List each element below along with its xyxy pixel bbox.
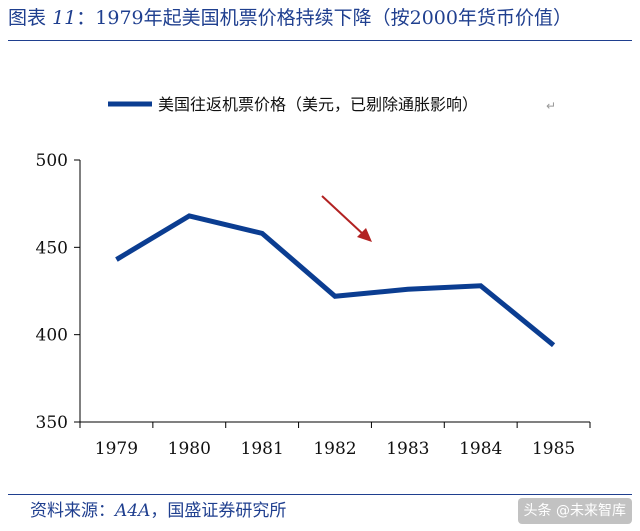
plot-area xyxy=(115,213,556,348)
figure-label: 图表 xyxy=(8,7,47,29)
figure-title-text: 1979年起美国机票价格持续下降（按2000年货币价值） xyxy=(95,7,572,29)
figure-title: 图表 11：1979年起美国机票价格持续下降（按2000年货币价值） xyxy=(8,4,632,32)
title-divider xyxy=(8,40,632,41)
source-label: 资料来源： xyxy=(30,501,115,521)
y-tick-label: 400 xyxy=(36,326,68,346)
watermark: 头条 @未来智库 xyxy=(517,498,632,524)
x-tick-label: 1980 xyxy=(168,439,211,459)
source-divider xyxy=(8,494,632,495)
axes: 350 400 450 500 1979 1980 1981 1982 1983 1984 1985 xyxy=(36,151,591,459)
y-tick-label: 450 xyxy=(36,238,68,258)
x-tick-label: 1979 xyxy=(95,439,138,459)
figure-number: 11 xyxy=(52,7,77,29)
legend-return-mark: ↵ xyxy=(546,99,556,113)
legend: 美国往返机票价格（美元，已剔除通胀影响） ↵ xyxy=(108,95,556,114)
figure-colon: ： xyxy=(76,7,96,29)
chart: 美国往返机票价格（美元，已剔除通胀影响） ↵ 350 400 450 500 1979 1… xyxy=(36,95,591,459)
x-tick-label: 1985 xyxy=(532,439,575,459)
source-separator: ， xyxy=(150,501,168,521)
legend-label: 美国往返机票价格（美元，已剔除通胀影响） xyxy=(158,95,478,114)
x-tick-label: 1983 xyxy=(386,439,429,459)
source-org-1: A4A xyxy=(115,501,151,521)
x-tick-label: 1981 xyxy=(241,439,284,459)
annotation-arrow xyxy=(321,195,372,242)
source-org-2: 国盛证券研究所 xyxy=(167,501,287,521)
arrow-head xyxy=(357,228,372,242)
x-tick-label: 1982 xyxy=(313,439,356,459)
series-line xyxy=(115,213,556,348)
y-tick-label: 500 xyxy=(36,151,68,171)
y-tick-label: 350 xyxy=(36,413,68,433)
arrow-shaft xyxy=(321,195,365,236)
x-tick-label: 1984 xyxy=(459,439,502,459)
source-note: 资料来源：A4A，国盛证券研究所 xyxy=(30,496,286,526)
